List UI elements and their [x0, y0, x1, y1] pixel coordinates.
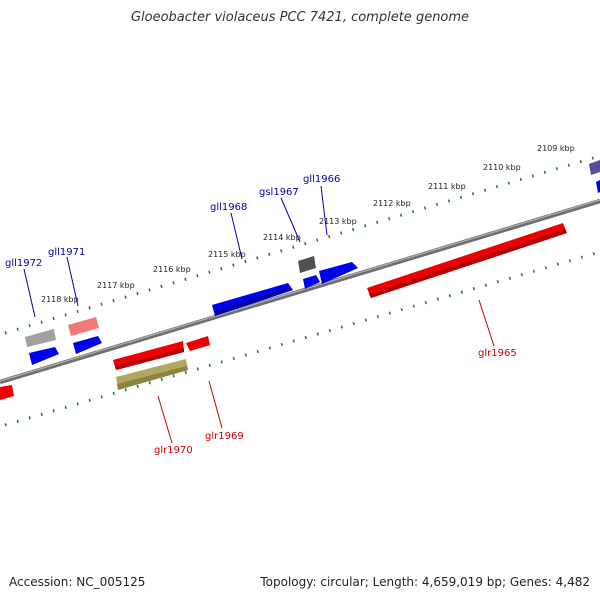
- gene-left-edge-red: [0, 385, 14, 400]
- gene-label-gsl1967: gsl1967: [259, 187, 299, 198]
- gene-right-edge-blue: [596, 180, 600, 193]
- kbp-label-2114: 2114 kbp: [263, 233, 301, 242]
- gene-pink: [68, 317, 99, 336]
- accession-text: Accession: NC_005125: [9, 575, 146, 589]
- gene-glr1969: [186, 336, 210, 351]
- gene-gll1968-shade: [214, 287, 293, 316]
- gene-label-gll1966: gll1966: [303, 174, 340, 185]
- reverse-strand-genes: [0, 223, 567, 400]
- gene-dark: [298, 256, 316, 273]
- gene-gll1971: [73, 336, 102, 354]
- gene-gll1966: [319, 262, 358, 284]
- genome-backbone: [0, 198, 600, 385]
- gene-label-gll1968: gll1968: [210, 202, 247, 213]
- kbp-label-2112: 2112 kbp: [373, 199, 411, 208]
- kbp-labels: 2109 kbp 2110 kbp 2111 kbp 2112 kbp 2113…: [41, 144, 575, 304]
- gene-labels: gll1966 gsl1967 gll1968 gll1971 gll1972 …: [5, 174, 517, 456]
- gene-gll1972: [29, 347, 59, 365]
- gene-purple: [589, 160, 600, 175]
- gene-label-glr1969: glr1969: [205, 431, 244, 442]
- connector-gll1971: [66, 256, 79, 307]
- label-connectors: [23, 185, 495, 444]
- kbp-label-2115: 2115 kbp: [208, 250, 246, 259]
- forward-strand-genes: [25, 160, 600, 365]
- kbp-label-2117: 2117 kbp: [97, 281, 135, 290]
- gene-glr1970-shade: [115, 348, 184, 370]
- connector-gll1972: [23, 268, 36, 318]
- connector-glr1965: [478, 299, 495, 347]
- kbp-label-2109: 2109 kbp: [537, 144, 575, 153]
- kbp-label-2111: 2111 kbp: [428, 182, 466, 191]
- genome-backbone-highlight: [0, 199, 600, 382]
- kbp-label-2116: 2116 kbp: [153, 265, 191, 274]
- connector-gll1966: [320, 185, 328, 236]
- gene-label-glr1965: glr1965: [478, 348, 517, 359]
- gene-olive-shade: [117, 366, 188, 390]
- kbp-label-2118: 2118 kbp: [41, 295, 79, 304]
- gene-glr1965-shade: [369, 229, 567, 298]
- gene-label-gll1972: gll1972: [5, 258, 42, 269]
- connector-gsl1967: [280, 197, 301, 243]
- gene-label-glr1970: glr1970: [154, 445, 193, 456]
- topology-text: Topology: circular; Length: 4,659,019 bp…: [260, 575, 590, 589]
- connector-glr1969: [208, 380, 223, 429]
- kbp-label-2113: 2113 kbp: [319, 217, 357, 226]
- connector-gll1968: [230, 212, 243, 260]
- gene-gsl1967: [303, 275, 320, 289]
- connector-glr1970: [157, 395, 173, 444]
- map-title: Gloeobacter violaceus PCC 7421, complete…: [130, 10, 470, 25]
- kbp-label-2110: 2110 kbp: [483, 163, 521, 172]
- gene-gray: [25, 329, 56, 347]
- gene-label-gll1971: gll1971: [48, 247, 85, 258]
